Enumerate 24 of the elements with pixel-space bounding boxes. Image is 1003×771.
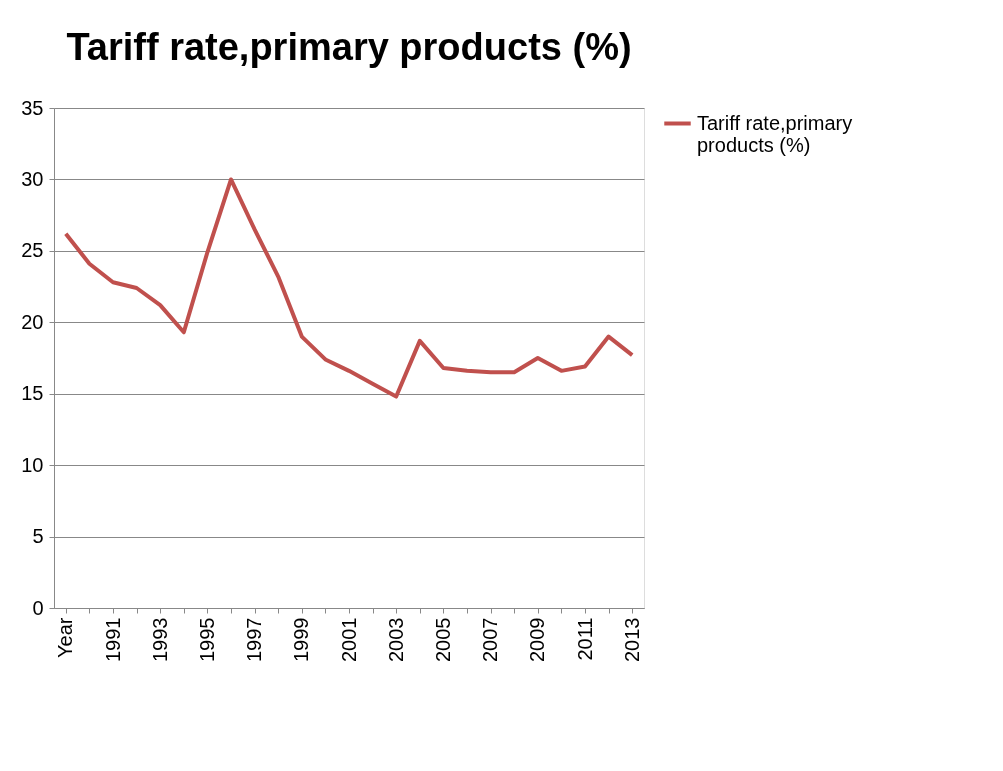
x-tick-label: 2001 (337, 617, 360, 662)
chart-title: Tariff rate,primary products (%) (66, 26, 632, 68)
x-tick-label: 1991 (101, 617, 124, 662)
x-tick-label: 1999 (290, 617, 313, 662)
x-tick-label: 1993 (148, 617, 171, 662)
x-tick-label: 2011 (573, 617, 596, 661)
legend-label: Tariff rate,primary products (%) (697, 111, 853, 156)
y-tick-label: 5 (32, 525, 44, 548)
x-tick-label: 2003 (384, 617, 407, 662)
y-tick-label: 0 (32, 596, 44, 619)
x-tick-label: 2007 (479, 617, 502, 662)
y-tick-label: 15 (21, 382, 44, 405)
x-tick-label: Year (54, 617, 77, 658)
x-tick-label: 2005 (431, 617, 454, 662)
x-tick-label: 1995 (195, 617, 218, 662)
y-tick-label: 35 (21, 96, 44, 119)
y-tick-label: 20 (21, 310, 44, 333)
x-tick-label: 2009 (526, 617, 549, 662)
y-tick-label: 30 (21, 167, 44, 190)
y-tick-label: 25 (21, 239, 44, 262)
y-tick-label: 10 (21, 453, 44, 476)
line-series (63, 177, 635, 399)
x-tick-label: 2013 (620, 617, 643, 662)
x-tick-label: 1997 (243, 617, 266, 662)
